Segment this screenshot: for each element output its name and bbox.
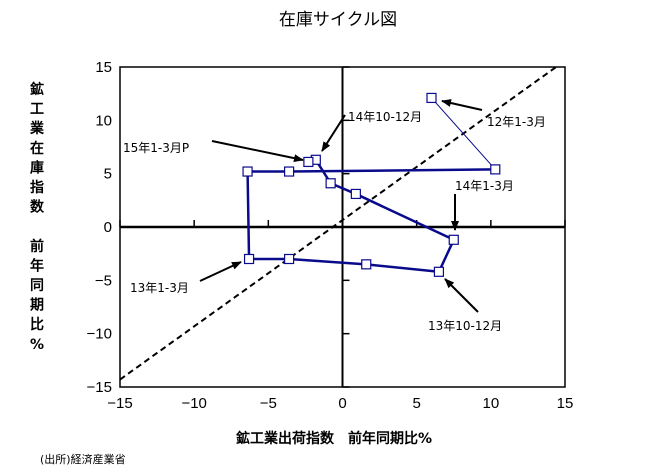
annotation-label: 13年1-3月 (130, 281, 189, 295)
y-tick-label: 10 (95, 112, 112, 129)
data-point (448, 234, 459, 245)
x-tick-label: 0 (338, 395, 346, 412)
annotation-label: 14年1-3月 (455, 179, 514, 193)
data-point (284, 166, 295, 177)
data-point (284, 253, 295, 265)
y-axis-label-char: 鉱 (30, 81, 44, 98)
data-point (325, 178, 336, 189)
annotation-arrow (441, 99, 483, 111)
annotation-label: 15年1-3月P (123, 141, 189, 155)
annotation-label: 14年10-12月 (348, 110, 422, 124)
data-point (433, 266, 445, 277)
y-tick-label: 5 (104, 166, 112, 183)
chart-title: 在庫サイクル図 (279, 10, 397, 30)
data-point (242, 166, 253, 177)
series-segment (289, 168, 496, 173)
y-axis-label-char: 庫 (30, 159, 44, 176)
series-segment (289, 257, 367, 266)
annotation-arrow (321, 114, 346, 152)
annotation-label: 12年1-3月 (487, 115, 546, 129)
annotation-arrow (211, 140, 304, 163)
series-segment (355, 192, 455, 241)
x-tick-label: 10 (482, 395, 499, 412)
y-axis-label-char: % (30, 337, 44, 353)
series-segment (366, 263, 440, 274)
y-axis-label-char: 期 (30, 298, 44, 314)
y-tick-label: −5 (95, 272, 112, 289)
annotation-arrow (199, 261, 242, 282)
y-tick-label: −10 (87, 326, 112, 343)
y-axis-label-char: 業 (29, 120, 45, 137)
data-point (350, 188, 361, 200)
y-tick-label: 0 (104, 219, 112, 236)
y-axis-label-char: 前 (30, 238, 44, 255)
y-axis-label-char: 年 (30, 257, 44, 274)
x-tick-label: −15 (107, 395, 132, 412)
x-tick-label: 15 (557, 395, 574, 412)
y-axis-label-char: 指 (30, 179, 44, 196)
series-segment (437, 239, 455, 273)
annotation-arrow (444, 278, 479, 313)
source-note: (出所)経済産業省 (40, 452, 126, 466)
y-axis-label-char: 数 (30, 199, 45, 216)
y-axis-label-char: 比 (30, 316, 44, 333)
annotation-label: 13年10-12月 (428, 319, 502, 333)
y-tick-label: 15 (95, 59, 112, 76)
y-axis-label-char: 同 (30, 278, 44, 294)
x-tick-label: −5 (260, 395, 277, 412)
data-point (243, 253, 255, 265)
data-point (361, 259, 372, 270)
data-point (426, 92, 437, 104)
x-tick-label: 5 (412, 395, 420, 412)
x-tick-label: −10 (181, 395, 206, 412)
series-segment (431, 97, 496, 170)
x-axis-label: 鉱工業出荷指数 前年同期比% (236, 430, 432, 447)
series-segment (246, 171, 251, 260)
data-point (490, 164, 501, 175)
data-point (303, 156, 314, 168)
y-axis-label-char: 工 (30, 102, 44, 118)
y-tick-label: −15 (87, 379, 112, 396)
y-axis-label-char: 在 (30, 140, 44, 157)
